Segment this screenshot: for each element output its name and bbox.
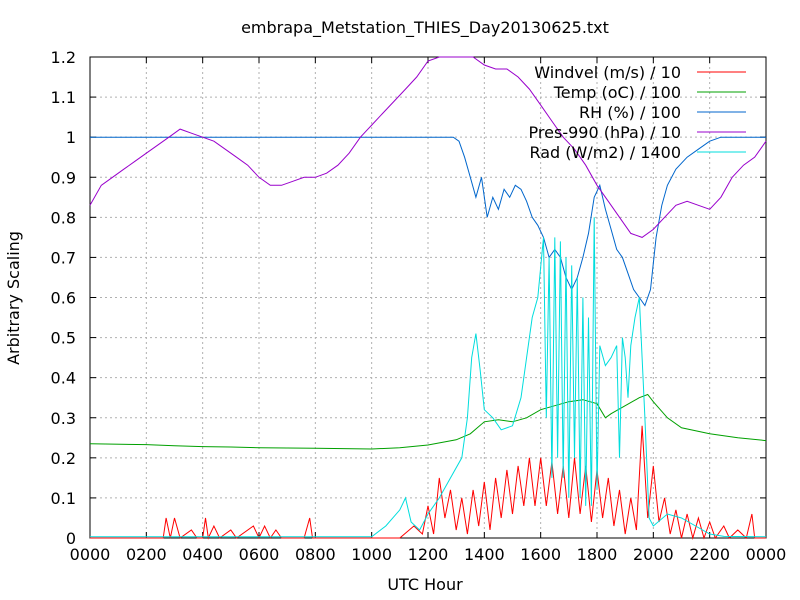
x-axis-title: UTC Hour xyxy=(387,575,463,594)
x-tick-label: 1800 xyxy=(577,545,618,564)
x-tick-label: 0200 xyxy=(126,545,167,564)
series-line-2 xyxy=(89,393,767,450)
series-line-4 xyxy=(89,56,767,238)
y-tick-label: 0.8 xyxy=(51,208,76,227)
x-tick-label: 0000 xyxy=(746,545,787,564)
x-tick-label: 0600 xyxy=(239,545,280,564)
chart-title: embrapa_Metstation_THIES_Day20130625.txt xyxy=(241,18,609,38)
x-tick-label: 0800 xyxy=(295,545,336,564)
x-tick-label: 2200 xyxy=(689,545,730,564)
legend-label: RH (%) / 100 xyxy=(579,103,681,122)
y-tick-label: 0.4 xyxy=(51,369,76,388)
y-tick-label: 0.3 xyxy=(51,409,76,428)
y-tick-label: 0 xyxy=(66,529,76,548)
x-tick-label: 0400 xyxy=(182,545,223,564)
y-tick-label: 1 xyxy=(66,128,76,147)
y-tick-label: 0.5 xyxy=(51,329,76,348)
legend-label: Pres-990 (hPa) / 10 xyxy=(529,123,681,142)
series-group xyxy=(89,56,767,540)
y-tick-label: 0.9 xyxy=(51,168,76,187)
x-tick-label: 0000 xyxy=(70,545,111,564)
x-tick-label: 2000 xyxy=(633,545,674,564)
y-tick-label: 0.6 xyxy=(51,289,76,308)
series-line-3 xyxy=(90,136,766,307)
x-tick-label: 1200 xyxy=(408,545,449,564)
x-tick-label: 1000 xyxy=(351,545,392,564)
series-line-1 xyxy=(90,425,766,540)
x-tick-label: 1600 xyxy=(520,545,561,564)
legend-label: Rad (W/m2) / 1400 xyxy=(529,143,681,162)
series-line-5 xyxy=(90,217,767,538)
x-tick-label: 1400 xyxy=(464,545,505,564)
y-tick-label: 1.2 xyxy=(51,48,76,67)
y-axis-ticks: 0 0.1 0.2 0.3 0.4 0.5 0.6 0.7 0.8 0.9 1 1.1 1.2 xyxy=(51,48,766,548)
y-tick-label: 0.1 xyxy=(51,489,76,508)
y-tick-label: 1.1 xyxy=(51,88,76,107)
y-tick-label: 0.2 xyxy=(51,449,76,468)
y-axis-title: Arbitrary Scaling xyxy=(4,231,23,365)
legend-label: Windvel (m/s) / 10 xyxy=(534,63,681,82)
x-axis-ticks: 0000 0200 0400 0600 0800 1000 1200 1400 1600 1800… xyxy=(70,57,787,564)
y-tick-label: 0.7 xyxy=(51,248,76,267)
legend-label: Temp (oC) / 100 xyxy=(553,83,681,102)
